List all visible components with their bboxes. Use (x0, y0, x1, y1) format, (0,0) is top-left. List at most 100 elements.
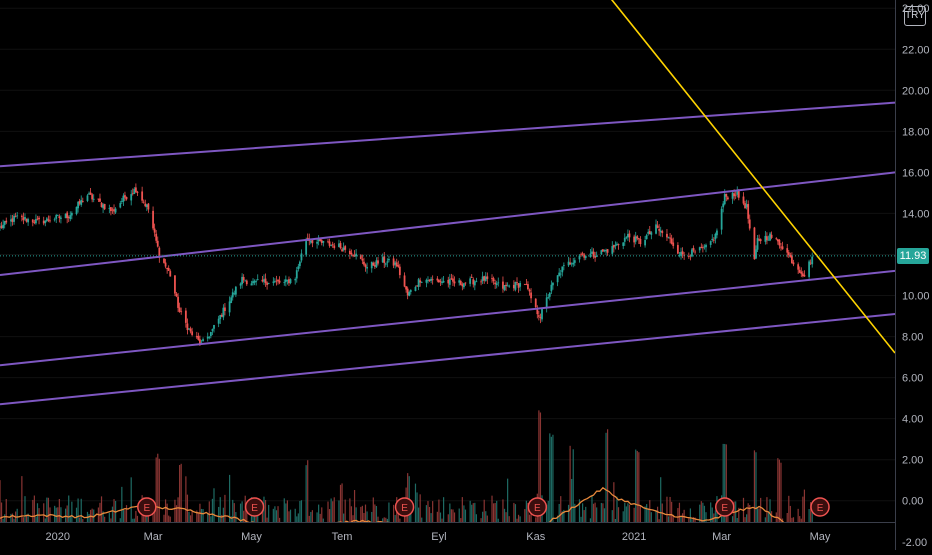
candle-body[interactable] (808, 261, 810, 277)
candle-body[interactable] (211, 329, 214, 331)
candle-body[interactable] (405, 286, 408, 290)
candle-body[interactable] (431, 279, 434, 281)
candle-body[interactable] (142, 201, 145, 203)
candle-body[interactable] (627, 234, 629, 238)
candle-body[interactable] (442, 280, 445, 283)
candle-body[interactable] (658, 229, 661, 231)
candle-body[interactable] (666, 233, 668, 238)
candle-body[interactable] (97, 198, 100, 200)
candle-body[interactable] (202, 339, 204, 342)
candle-body[interactable] (722, 203, 725, 208)
candle-body[interactable] (13, 215, 15, 222)
candle-body[interactable] (166, 267, 169, 270)
candle-body[interactable] (701, 247, 704, 249)
channel-line[interactable] (0, 171, 896, 276)
candle-body[interactable] (408, 292, 411, 296)
candle-body[interactable] (425, 279, 428, 283)
candle-body[interactable] (628, 233, 631, 238)
candle-body[interactable] (403, 275, 406, 287)
candle-body[interactable] (595, 255, 598, 257)
candle-body[interactable] (163, 258, 165, 263)
candle-body[interactable] (495, 283, 498, 286)
candle-body[interactable] (797, 264, 800, 270)
candle-body[interactable] (603, 250, 606, 252)
candle-body[interactable] (255, 280, 258, 282)
candle-body[interactable] (386, 261, 389, 263)
candle-body[interactable] (430, 278, 432, 281)
candle-body[interactable] (342, 247, 345, 251)
candle-body[interactable] (125, 196, 128, 200)
candle-body[interactable] (119, 203, 122, 208)
candle-body[interactable] (550, 284, 553, 292)
candle-body[interactable] (459, 280, 462, 285)
candle-body[interactable] (267, 282, 270, 284)
candle-body[interactable] (556, 275, 559, 283)
candle-body[interactable] (305, 239, 308, 255)
candle-body[interactable] (100, 202, 103, 207)
candle-body[interactable] (373, 265, 376, 267)
candle-body[interactable] (244, 280, 247, 282)
channel-line[interactable] (0, 269, 896, 367)
candle-body[interactable] (66, 212, 69, 219)
candle-body[interactable] (320, 240, 323, 243)
candle-body[interactable] (317, 239, 320, 242)
candle-body[interactable] (361, 259, 364, 261)
candle-body[interactable] (395, 262, 398, 267)
candle-body[interactable] (545, 297, 548, 308)
candle-body[interactable] (274, 280, 276, 282)
candle-body[interactable] (809, 262, 812, 264)
candle-body[interactable] (283, 282, 286, 283)
candle-body[interactable] (344, 246, 347, 250)
candle-body[interactable] (234, 286, 237, 295)
candle-body[interactable] (602, 249, 604, 252)
candle-body[interactable] (398, 266, 401, 276)
candle-body[interactable] (294, 279, 297, 281)
candle-body[interactable] (725, 193, 728, 197)
earnings-marker[interactable] (244, 497, 265, 517)
candle-body[interactable] (469, 278, 472, 284)
candle-body[interactable] (224, 307, 226, 311)
candle-body[interactable] (716, 230, 718, 236)
candle-body[interactable] (672, 242, 675, 246)
candle-body[interactable] (322, 240, 325, 243)
candle-body[interactable] (261, 279, 264, 282)
candle-body[interactable] (284, 279, 287, 283)
candle-body[interactable] (539, 317, 542, 319)
candle-body[interactable] (616, 243, 618, 246)
candle-body[interactable] (77, 201, 79, 209)
candle-body[interactable] (659, 230, 662, 233)
candle-body[interactable] (606, 249, 609, 253)
earnings-marker[interactable] (714, 497, 735, 517)
candle-body[interactable] (517, 283, 520, 288)
candle-body[interactable] (803, 274, 806, 277)
candle-body[interactable] (447, 279, 450, 284)
candle-body[interactable] (175, 293, 178, 297)
candle-body[interactable] (756, 238, 759, 250)
candle-body[interactable] (153, 228, 156, 233)
candle-body[interactable] (86, 195, 89, 201)
candle-body[interactable] (530, 292, 532, 299)
candle-body[interactable] (714, 233, 717, 240)
candle-body[interactable] (92, 198, 95, 200)
candle-body[interactable] (11, 218, 14, 222)
candle-body[interactable] (427, 280, 429, 282)
candle-body[interactable] (811, 256, 814, 265)
candle-body[interactable] (617, 244, 620, 245)
candle-body[interactable] (516, 282, 518, 283)
candle-body[interactable] (416, 285, 418, 287)
candle-body[interactable] (53, 219, 56, 221)
candle-body[interactable] (158, 247, 161, 258)
candle-body[interactable] (452, 278, 454, 282)
candle-body[interactable] (252, 281, 254, 284)
candle-body[interactable] (16, 215, 19, 217)
candle-body[interactable] (134, 187, 137, 193)
candle-body[interactable] (745, 204, 748, 208)
candle-body[interactable] (547, 297, 550, 298)
candle-body[interactable] (103, 203, 106, 210)
candle-body[interactable] (88, 193, 90, 195)
candle-body[interactable] (633, 236, 636, 243)
candle-body[interactable] (464, 282, 467, 284)
candle-body[interactable] (364, 264, 367, 268)
candle-body[interactable] (10, 219, 12, 222)
